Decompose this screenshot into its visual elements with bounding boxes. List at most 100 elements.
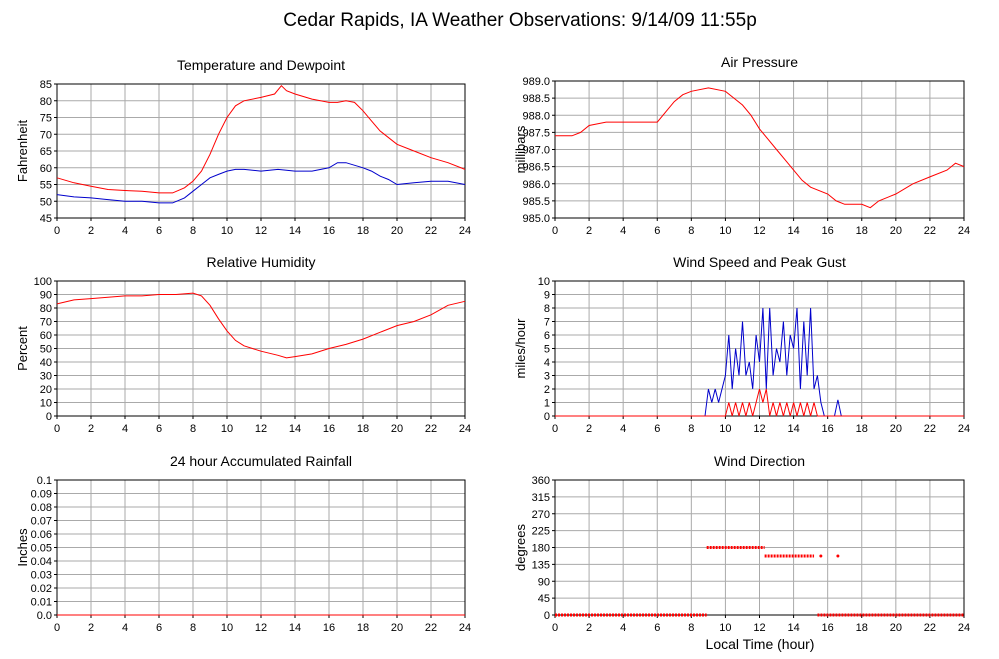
y-axis-label: Percent bbox=[15, 326, 30, 371]
x-tick-label: 10 bbox=[719, 622, 731, 634]
y-tick-label: 7 bbox=[544, 317, 550, 329]
x-tick-label: 6 bbox=[156, 423, 162, 435]
x-tick-label: 2 bbox=[586, 423, 592, 435]
y-tick-label: 30 bbox=[40, 371, 52, 383]
y-tick-label: 986.5 bbox=[522, 162, 550, 174]
x-tick-label: 12 bbox=[753, 622, 765, 634]
chart-title: Wind Speed and Peak Gust bbox=[673, 254, 846, 270]
chart-title: Relative Humidity bbox=[207, 254, 316, 270]
y-tick-label: 80 bbox=[40, 96, 52, 108]
y-tick-label: 3 bbox=[544, 371, 550, 383]
x-tick-label: 4 bbox=[122, 225, 128, 237]
y-tick-label: 8 bbox=[544, 303, 550, 315]
x-tick-label: 20 bbox=[890, 225, 902, 237]
y-tick-label: 40 bbox=[40, 357, 52, 369]
x-tick-label: 24 bbox=[958, 622, 970, 634]
x-tick-label: 14 bbox=[787, 423, 799, 435]
x-tick-label: 18 bbox=[856, 423, 868, 435]
y-tick-label: 988.5 bbox=[522, 93, 550, 105]
y-tick-label: 85 bbox=[40, 79, 52, 91]
y-axis-label: Fahrenheit bbox=[15, 120, 30, 183]
y-tick-label: 225 bbox=[532, 526, 550, 538]
y-tick-label: 135 bbox=[532, 559, 550, 571]
x-tick-label: 0 bbox=[552, 225, 558, 237]
x-tick-label: 14 bbox=[289, 225, 301, 237]
y-tick-label: 5 bbox=[544, 344, 550, 356]
y-tick-label: 50 bbox=[40, 196, 52, 208]
y-tick-label: 4 bbox=[544, 357, 550, 369]
x-tick-label: 18 bbox=[856, 622, 868, 634]
y-tick-label: 90 bbox=[40, 290, 52, 302]
x-axis-label: Local Time (hour) bbox=[706, 636, 815, 652]
x-tick-label: 20 bbox=[890, 423, 902, 435]
x-tick-label: 22 bbox=[924, 423, 936, 435]
x-tick-label: 12 bbox=[753, 423, 765, 435]
x-tick-label: 12 bbox=[255, 225, 267, 237]
y-tick-label: 70 bbox=[40, 129, 52, 141]
y-tick-label: 0.09 bbox=[31, 489, 52, 501]
y-tick-label: 45 bbox=[538, 593, 550, 605]
y-tick-label: 20 bbox=[40, 384, 52, 396]
x-tick-label: 2 bbox=[88, 423, 94, 435]
x-tick-label: 2 bbox=[586, 225, 592, 237]
x-tick-label: 8 bbox=[190, 225, 196, 237]
x-tick-label: 0 bbox=[552, 622, 558, 634]
y-tick-label: 0 bbox=[544, 610, 550, 622]
x-tick-label: 16 bbox=[822, 622, 834, 634]
x-tick-label: 18 bbox=[856, 225, 868, 237]
y-tick-label: 270 bbox=[532, 509, 550, 521]
x-tick-label: 6 bbox=[156, 225, 162, 237]
y-tick-label: 60 bbox=[40, 163, 52, 175]
x-tick-label: 14 bbox=[289, 423, 301, 435]
y-tick-label: 10 bbox=[40, 398, 52, 410]
y-tick-label: 90 bbox=[538, 576, 550, 588]
y-tick-label: 0.02 bbox=[31, 583, 52, 595]
series-line-0 bbox=[555, 307, 964, 417]
y-tick-label: 988.0 bbox=[522, 110, 550, 122]
x-tick-label: 8 bbox=[190, 622, 196, 634]
chart-title: Temperature and Dewpoint bbox=[177, 57, 345, 73]
chart-title: Wind Direction bbox=[714, 453, 805, 469]
x-tick-label: 22 bbox=[924, 622, 936, 634]
y-axis-label: Inches bbox=[15, 528, 30, 567]
x-tick-label: 0 bbox=[54, 225, 60, 237]
x-tick-label: 22 bbox=[425, 423, 437, 435]
y-tick-label: 360 bbox=[532, 475, 550, 487]
x-tick-label: 10 bbox=[221, 622, 233, 634]
y-tick-label: 989.0 bbox=[522, 76, 550, 88]
direction-point-1 bbox=[836, 554, 840, 558]
x-tick-label: 24 bbox=[459, 622, 471, 634]
x-tick-label: 24 bbox=[958, 225, 970, 237]
x-tick-label: 12 bbox=[255, 622, 267, 634]
y-tick-label: 0 bbox=[544, 411, 550, 423]
x-tick-label: 12 bbox=[753, 225, 765, 237]
x-tick-label: 6 bbox=[156, 622, 162, 634]
x-tick-label: 8 bbox=[688, 423, 694, 435]
x-tick-label: 2 bbox=[88, 622, 94, 634]
y-axis-label: millibars bbox=[513, 125, 528, 173]
x-tick-label: 6 bbox=[654, 622, 660, 634]
series-line-1 bbox=[555, 388, 964, 417]
y-tick-label: 0.01 bbox=[31, 597, 52, 609]
x-tick-label: 24 bbox=[958, 423, 970, 435]
x-tick-label: 16 bbox=[822, 225, 834, 237]
x-tick-label: 20 bbox=[391, 225, 403, 237]
x-tick-label: 14 bbox=[289, 622, 301, 634]
x-tick-label: 16 bbox=[323, 622, 335, 634]
series-line-1 bbox=[56, 162, 466, 204]
y-tick-label: 315 bbox=[532, 492, 550, 504]
page-title: Cedar Rapids, IA Weather Observations: 9… bbox=[283, 10, 757, 31]
x-tick-label: 6 bbox=[654, 225, 660, 237]
y-tick-label: 0.0 bbox=[37, 610, 52, 622]
y-tick-label: 0.07 bbox=[31, 516, 52, 528]
x-tick-label: 0 bbox=[54, 622, 60, 634]
x-tick-label: 0 bbox=[552, 423, 558, 435]
y-tick-label: 50 bbox=[40, 344, 52, 356]
y-tick-label: 0.06 bbox=[31, 529, 52, 541]
x-tick-label: 4 bbox=[122, 622, 128, 634]
y-axis-label: degrees bbox=[513, 524, 528, 571]
series-line-0 bbox=[56, 292, 466, 359]
